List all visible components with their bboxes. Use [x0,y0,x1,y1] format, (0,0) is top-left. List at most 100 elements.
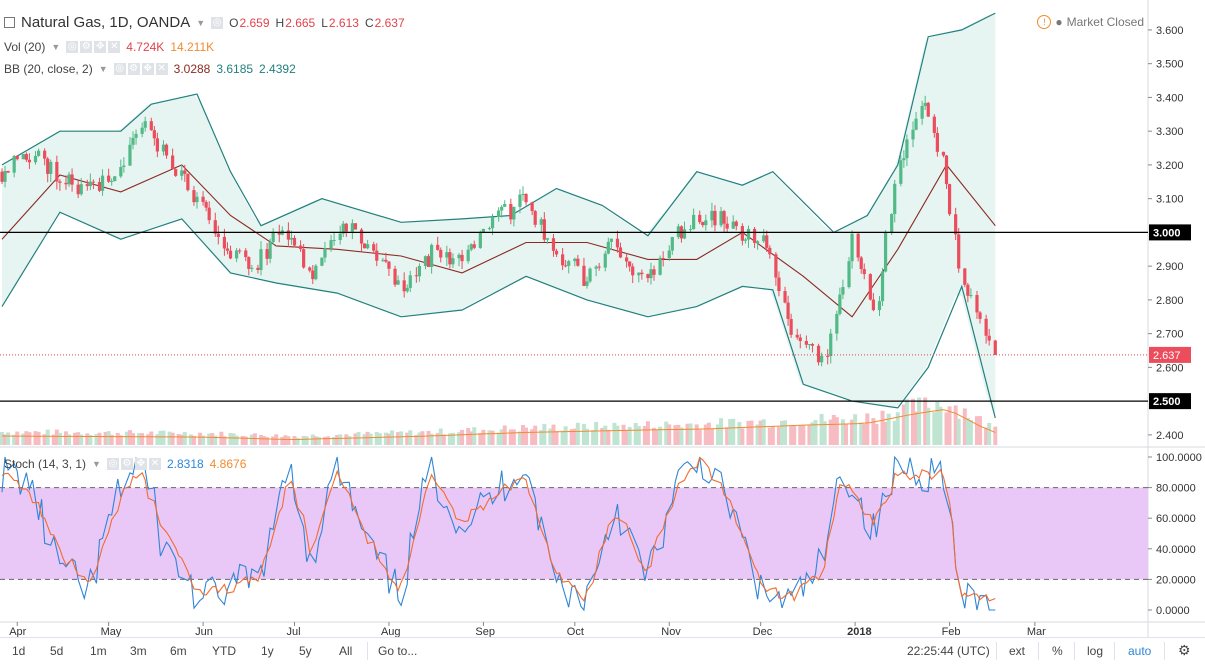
candle-body [847,261,851,288]
eye-icon[interactable]: ◎ [211,16,224,29]
price-chart[interactable]: 3.000 2.500 2.637 3.600 3.500 3.400 3.300 3.200… [0,0,1205,637]
range-1m[interactable]: 1m [90,644,107,658]
volume-bar [569,429,574,445]
candle-body [271,231,275,243]
candle-body [466,249,470,262]
volume-bar [901,404,906,445]
level-label: 2.500 [1153,396,1181,408]
candle-body [100,175,105,191]
volume-bar [54,429,59,445]
low-label: L [321,15,328,30]
volume-bar [472,427,477,445]
chart-menu-icon[interactable] [4,17,15,28]
eye-icon[interactable]: ◎ [106,458,119,470]
volume-bar [265,437,270,445]
eye-icon[interactable]: ◎ [66,41,79,53]
candle-body [856,233,860,258]
chevron-down-icon[interactable]: ▼ [196,17,206,28]
candle-body [676,226,680,238]
volume-bar [176,434,181,445]
candle-body [640,272,644,275]
volume-ma-line [1,409,996,440]
candle-body [667,250,671,258]
goto-button[interactable]: Go to... [378,644,418,658]
range-ytd[interactable]: YTD [212,644,236,658]
volume-bar [149,431,154,445]
volume-bar [965,417,970,445]
candle-body [935,132,939,152]
range-6m[interactable]: 6m [170,644,187,658]
candle-body [551,238,556,251]
volume-bar [645,421,650,445]
candle-body [439,249,443,258]
volume-bar [843,424,848,445]
candle-body [810,344,815,346]
candle-body [323,248,327,258]
auto-button[interactable]: auto [1128,644,1152,658]
range-3m[interactable]: 3m [130,644,147,658]
range-5y[interactable]: 5y [299,644,312,658]
range-1y[interactable]: 1y [261,644,274,658]
eye-icon[interactable]: ◎ [113,63,126,75]
range-5d[interactable]: 5d [50,644,64,658]
volume-bar [914,411,919,445]
volume-bar [27,432,32,445]
range-1d[interactable]: 1d [12,644,26,658]
range-all[interactable]: All [339,644,353,658]
legend-controls[interactable]: ◎ [211,16,224,29]
log-button[interactable]: log [1087,644,1104,658]
chevron-down-icon[interactable]: ▼ [98,64,108,74]
move-icon[interactable]: ✥ [94,41,107,53]
candle-body [344,223,348,232]
indicator-controls[interactable]: ◎ ⚙ ✥ ✕ [66,41,121,53]
candle-body [573,258,577,262]
volume-bar [563,426,568,445]
candle-body [408,275,412,288]
candle-body [725,223,729,229]
candle-body [899,160,903,184]
candle-body [140,127,144,134]
settings-icon[interactable]: ⚙ [127,63,140,75]
indicator-controls[interactable]: ◎ ⚙ ✥ ✕ [113,63,168,75]
volume-bar [642,426,647,445]
close-icon[interactable]: ✕ [148,458,161,470]
volume-bar [414,435,419,445]
ext-button[interactable]: ext [1009,644,1026,658]
volume-bar [280,436,285,445]
candle-body [615,238,620,248]
candle-body [765,235,769,248]
candle-body [911,129,915,140]
chevron-down-icon[interactable]: ▼ [51,42,61,52]
candle-body [375,250,379,261]
settings-icon[interactable]: ⚙ [80,41,93,53]
close-icon[interactable]: ✕ [108,41,121,53]
candle-body [542,219,546,240]
stoch-legend[interactable]: Stoch (14, 3, 1) ▼ ◎ ⚙ ✥ ✕ 2.8318 4.8676 [4,457,246,471]
candle-body [183,170,187,174]
volume-bar [627,426,632,445]
candle-body [27,159,32,163]
time-tick-label: Jun [195,626,213,637]
volume-bar [496,432,501,445]
percent-button[interactable]: % [1052,644,1063,658]
settings-icon[interactable]: ⚙ [120,458,133,470]
symbol-legend[interactable]: Natural Gas, 1D, OANDA ▼ ◎ O 2.659 H 2.665… [4,14,405,31]
candle-body [302,249,306,268]
stoch-d-line [1,456,996,603]
chevron-down-icon[interactable]: ▼ [92,459,101,469]
candle-body [545,238,549,240]
move-icon[interactable]: ✥ [134,458,147,470]
candle-body [883,232,888,272]
volume-bar [332,436,337,445]
candle-body [445,252,449,258]
volume-bar [798,424,803,445]
bollinger-legend[interactable]: BB (20, close, 2) ▼ ◎ ⚙ ✥ ✕ 3.0288 3.6185 2… [4,62,296,76]
gear-icon[interactable]: ⚙ [1178,642,1191,658]
move-icon[interactable]: ✥ [141,63,154,75]
price-tick-label: 2.800 [1156,295,1184,307]
close-icon[interactable]: ✕ [155,63,168,75]
volume-legend[interactable]: Vol (20) ▼ ◎ ⚙ ✥ ✕ 4.724K 14.211K [4,40,214,54]
volume-bar [883,421,888,445]
indicator-controls[interactable]: ◎ ⚙ ✥ ✕ [106,458,161,470]
candle-body [914,118,918,130]
